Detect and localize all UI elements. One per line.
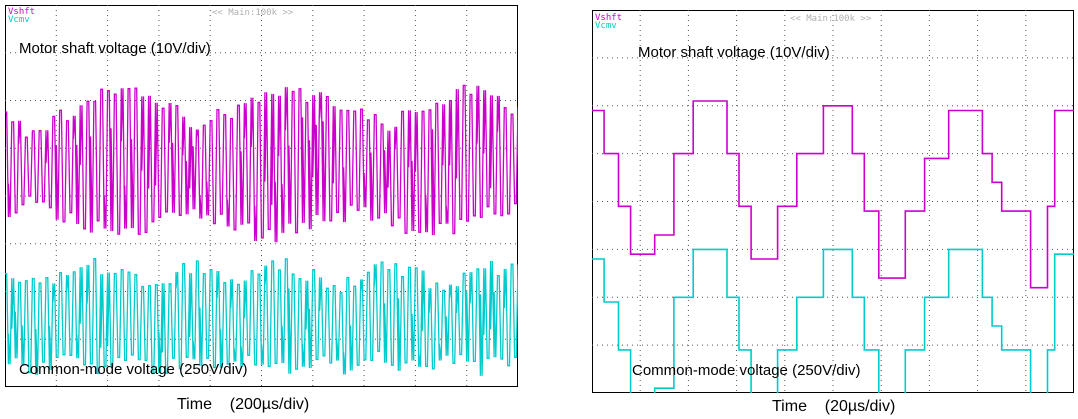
trace-vshft	[5, 84, 518, 243]
channel-tag-vshft: Vshft	[8, 7, 35, 17]
annotation-common-mode: Common-mode voltage (250V/div)	[632, 362, 860, 379]
channel-tag-vcmv: Vcmv	[595, 21, 617, 31]
x-axis-label-right: Time (20µs/div)	[772, 398, 896, 415]
x-axis-label-left: Time (200µs/div)	[177, 396, 310, 413]
annotation-motor-shaft: Motor shaft voltage (10V/div)	[638, 44, 830, 61]
trace-vcmv	[592, 248, 1074, 393]
traces	[592, 100, 1074, 393]
scope-panel-right: Vshft Vcmv << Main:100k >> Motor shaft v…	[592, 10, 1074, 393]
scope-panel-left: Vshft Vcmv << Main:100k >> Motor shaft v…	[5, 5, 518, 387]
channel-tag-vcmv: Vcmv	[8, 15, 30, 25]
trace-vcmv	[5, 258, 518, 376]
scope-plot-right: Vshft Vcmv << Main:100k >> Motor shaft v…	[592, 10, 1074, 393]
traces	[5, 84, 518, 376]
scope-header: << Main:100k >>	[790, 14, 872, 24]
annotation-motor-shaft: Motor shaft voltage (10V/div)	[19, 40, 211, 57]
annotation-common-mode: Common-mode voltage (250V/div)	[19, 361, 247, 378]
scope-plot-left: Vshft Vcmv << Main:100k >> Motor shaft v…	[5, 5, 518, 387]
trace-vshft	[592, 100, 1074, 289]
channel-tag-vshft: Vshft	[595, 13, 622, 23]
scope-header: << Main:100k >>	[212, 8, 294, 18]
